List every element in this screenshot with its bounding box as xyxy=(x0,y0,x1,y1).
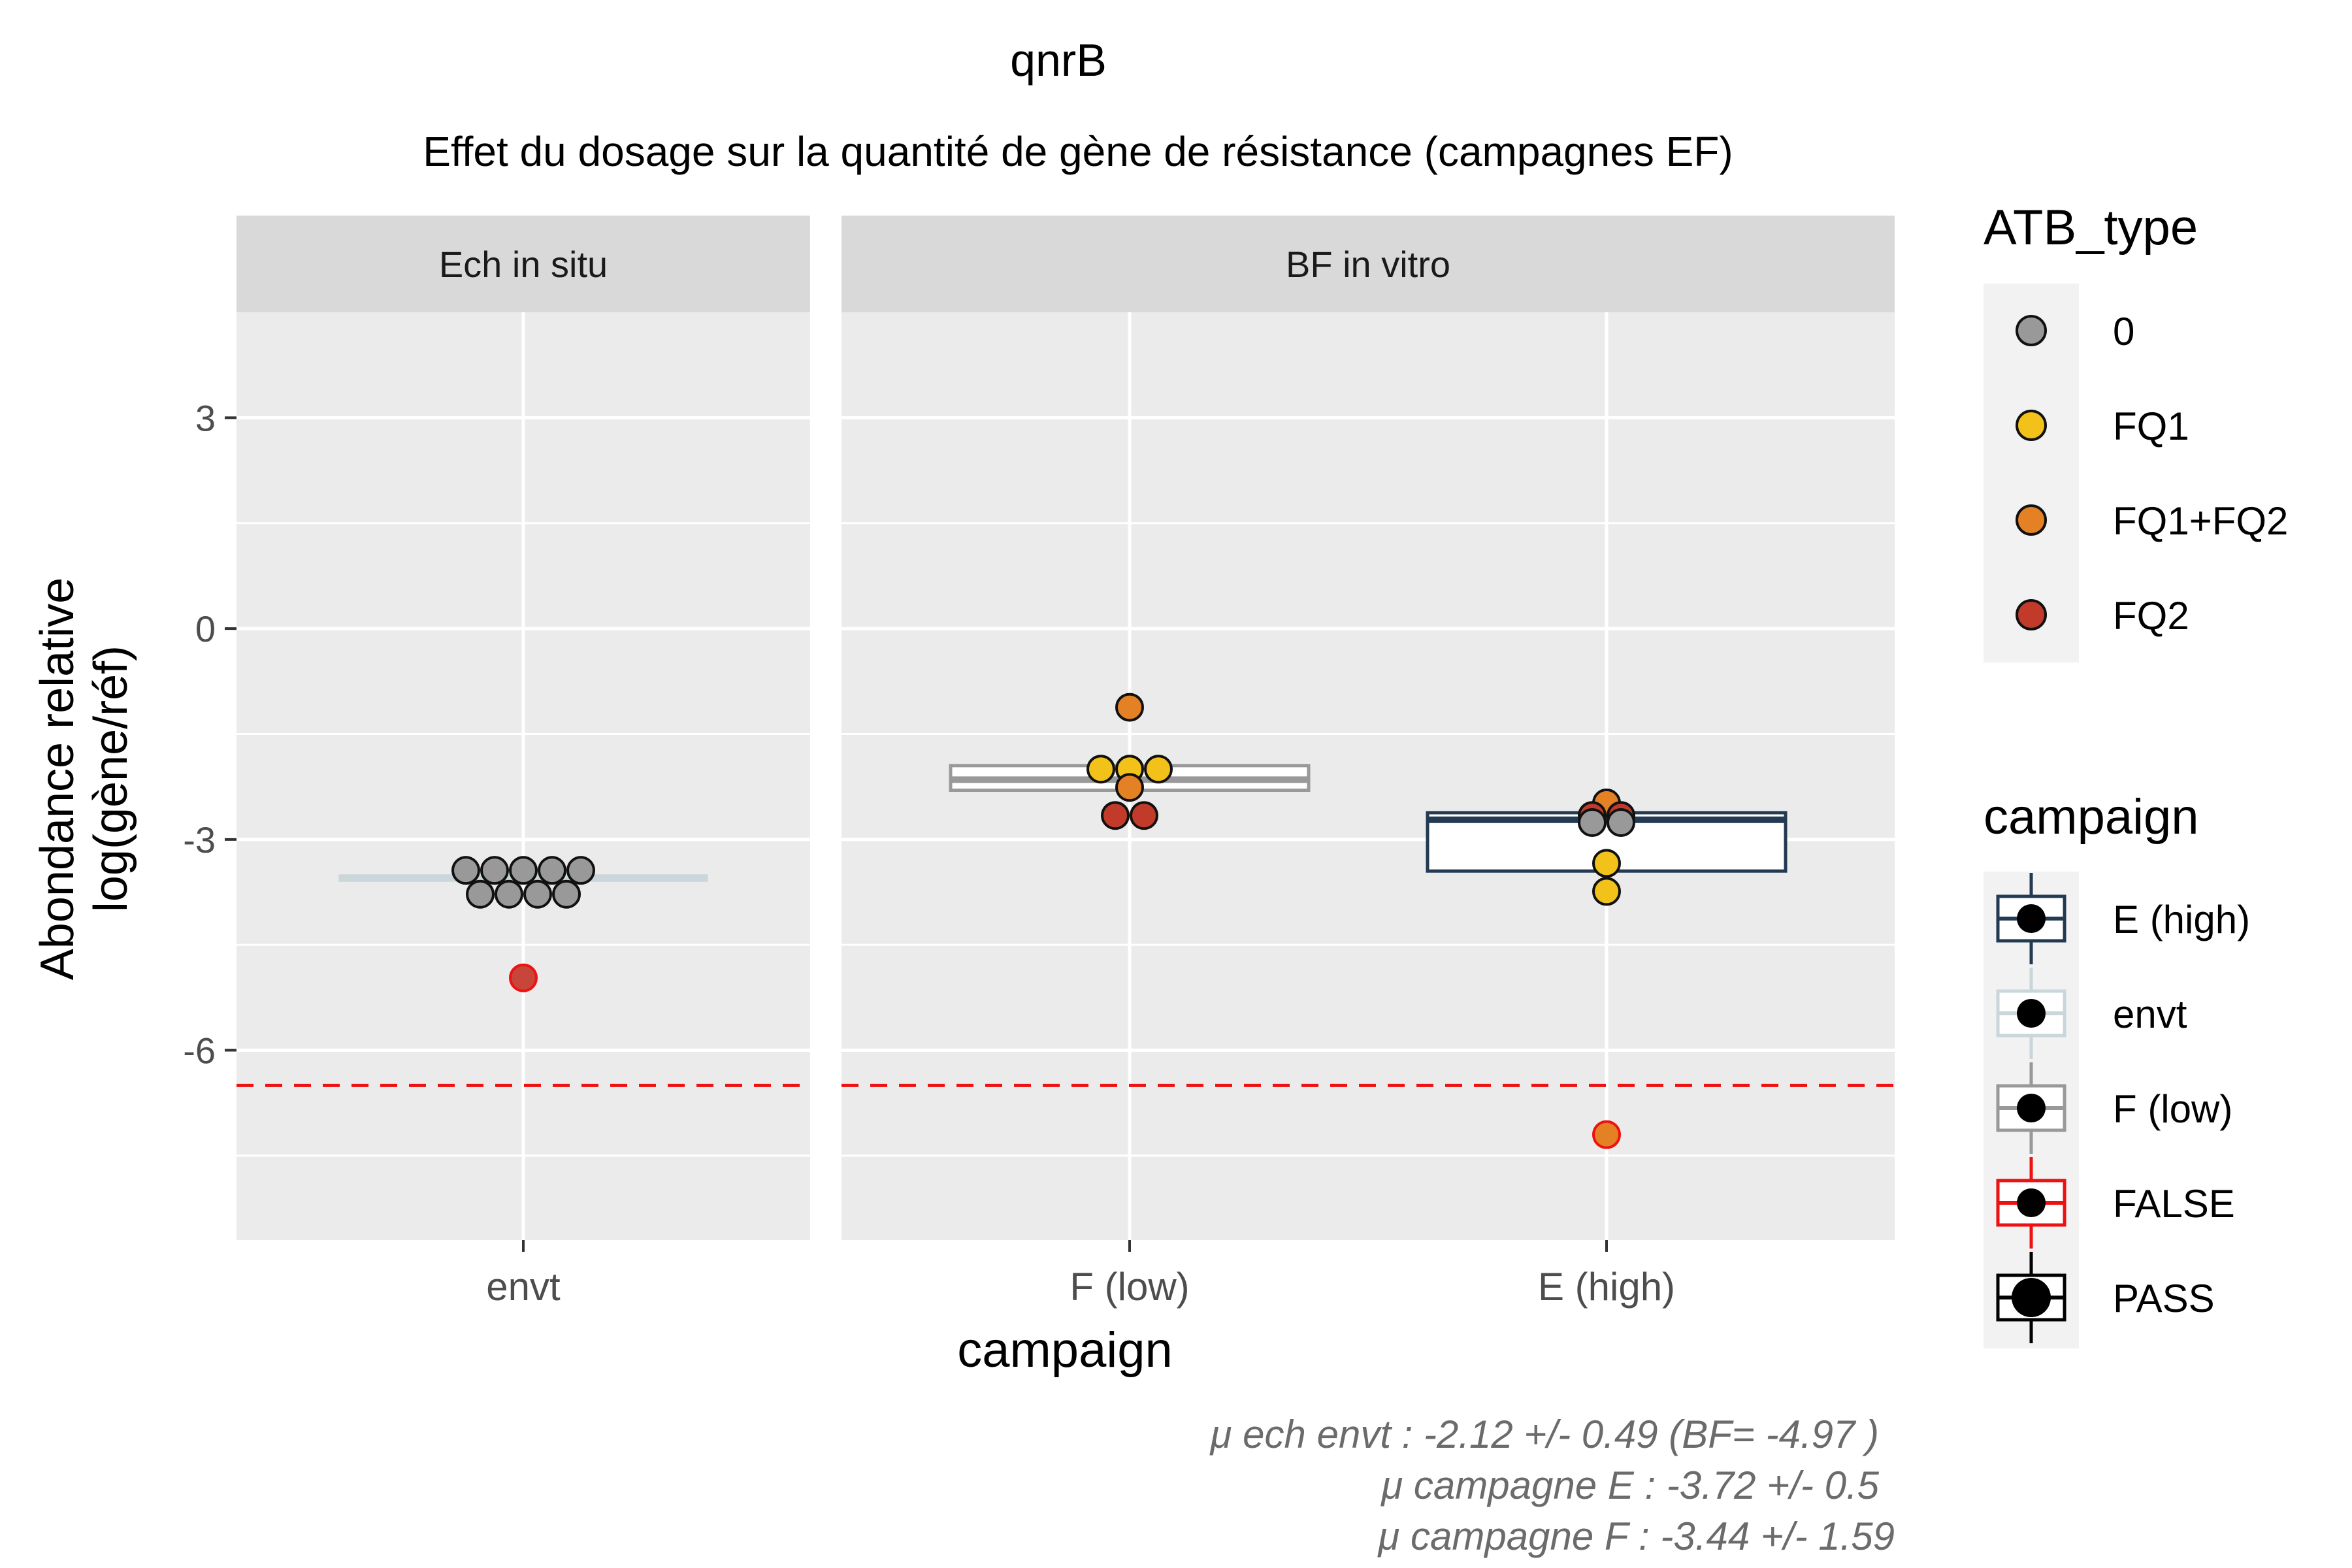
panel-1-strip xyxy=(237,216,810,312)
panel-2-strip-label: BF in vitro xyxy=(1286,244,1450,285)
legend-fill-label: FQ1+FQ2 xyxy=(2113,499,2288,543)
legend-campaign-point xyxy=(2017,1094,2046,1122)
data-points xyxy=(451,693,1635,1149)
y-tick-label: 0 xyxy=(195,608,216,649)
legend-fill-label: 0 xyxy=(2113,310,2134,353)
x-axis: envt F (low) E (high) xyxy=(486,1240,1675,1309)
data-point xyxy=(509,963,538,992)
x-axis-title: campaign xyxy=(957,1322,1173,1378)
data-point xyxy=(480,856,509,885)
data-point xyxy=(1115,693,1144,722)
data-point xyxy=(495,879,523,909)
panel-1-strip-label: Ech in situ xyxy=(439,244,608,285)
panel-2-strip xyxy=(841,216,1895,312)
y-tick-label: 3 xyxy=(195,397,216,438)
caption-line-3: μ campagne F : -3.44 +/- 1.59 xyxy=(1377,1514,1895,1558)
data-point xyxy=(1115,773,1144,802)
data-point xyxy=(466,879,495,909)
data-point xyxy=(566,856,595,885)
data-point xyxy=(552,879,581,909)
x-tick-label: F (low) xyxy=(1070,1265,1189,1309)
data-point xyxy=(1130,801,1158,830)
data-point xyxy=(523,879,552,909)
chart-title: qnrB xyxy=(1010,35,1107,86)
legend-campaign-label: FALSE xyxy=(2113,1182,2235,1226)
data-point xyxy=(1101,801,1130,830)
caption-line-2: μ campagne E : -3.72 +/- 0.5 xyxy=(1380,1463,1879,1507)
y-axis-title-line2: log(gène/réf) xyxy=(85,645,137,912)
data-point xyxy=(1578,808,1607,837)
x-tick-label: E (high) xyxy=(1538,1265,1675,1309)
legend-campaign-point xyxy=(2017,1188,2046,1217)
x-tick-label: envt xyxy=(486,1265,561,1309)
legend-campaign-label: PASS xyxy=(2113,1277,2215,1320)
data-point xyxy=(538,856,566,885)
legend-fill-title: ATB_type xyxy=(1984,200,2198,255)
data-point xyxy=(1144,755,1173,784)
data-point xyxy=(509,856,538,885)
legend-fill-label: FQ2 xyxy=(2113,594,2189,638)
legend-fill: 0 FQ1 FQ1+FQ2 FQ2 xyxy=(2016,310,2288,638)
data-point xyxy=(1592,849,1621,878)
grid-lines xyxy=(237,312,1895,1240)
legend-campaign-point xyxy=(2017,999,2046,1028)
chart-subtitle: Effet du dosage sur la quantité de gène … xyxy=(423,128,1733,175)
legend-fill-key xyxy=(2016,599,2047,630)
data-point xyxy=(451,856,480,885)
legend-campaign-title: campaign xyxy=(1984,789,2199,845)
data-point xyxy=(1607,808,1635,837)
legend-campaign: E (high) envt F (low) FALSE PASS xyxy=(1996,873,2250,1343)
legend-fill-key xyxy=(2016,315,2047,346)
caption-line-1: μ ech envt : -2.12 +/- 0.49 (BF= -4.97 ) xyxy=(1209,1413,1879,1456)
y-tick-label: -6 xyxy=(183,1030,216,1071)
data-point xyxy=(1592,877,1621,906)
data-point xyxy=(1086,755,1115,784)
legend-campaign-label: F (low) xyxy=(2113,1087,2232,1131)
legend-campaign-point xyxy=(2012,1278,2051,1317)
legend-fill-key xyxy=(2016,410,2047,441)
legend-campaign-point xyxy=(2017,904,2046,933)
y-tick-label: -3 xyxy=(183,819,216,860)
legend-fill-label: FQ1 xyxy=(2113,404,2189,448)
y-axis: 3 0 -3 -6 xyxy=(183,397,237,1071)
legend-fill-key xyxy=(2016,504,2047,536)
legend-campaign-label: E (high) xyxy=(2113,898,2250,941)
data-point xyxy=(1592,1120,1621,1149)
y-axis-title-line1: Abondance relative xyxy=(31,578,84,980)
legend-campaign-label: envt xyxy=(2113,992,2187,1036)
